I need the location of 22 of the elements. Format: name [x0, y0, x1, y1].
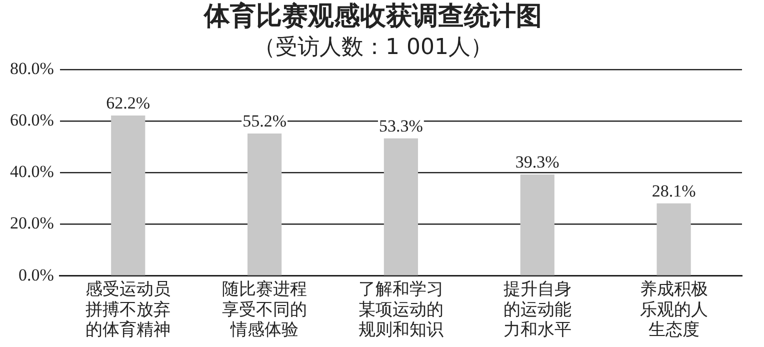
y-tick-label: 20.0%: [10, 214, 54, 233]
bar: [520, 174, 554, 276]
x-tick-label: 了解和学习某项运动的规则和知识: [358, 279, 444, 340]
x-tick-label: 感受运动员拼搏不放弃的体育精神: [86, 279, 171, 340]
chart-subtitle: （受访人数：1 001人）: [254, 35, 492, 60]
x-tick-label: 随比赛进程享受不同的情感体验: [222, 279, 308, 340]
y-tick-label: 40.0%: [10, 162, 54, 182]
bar: [656, 203, 691, 276]
data-label: 55.2%: [242, 111, 286, 130]
data-label: 62.2%: [106, 93, 150, 112]
chart-title: 体育比赛观感收获调查统计图: [203, 0, 542, 32]
x-tick-label: 养成积极乐观的人生态度: [640, 279, 708, 340]
bar: [247, 134, 282, 276]
y-tick-label: 0.0%: [18, 265, 54, 284]
bar: [111, 115, 146, 276]
data-label: 28.1%: [652, 181, 696, 200]
x-tick-label: 提升自身的运动能力和水平: [503, 279, 572, 340]
data-label: 53.3%: [378, 116, 423, 136]
data-label: 39.3%: [515, 152, 560, 172]
bar: [384, 138, 418, 276]
y-tick-label: 80.0%: [10, 59, 54, 78]
y-tick-label: 60.0%: [10, 110, 54, 130]
